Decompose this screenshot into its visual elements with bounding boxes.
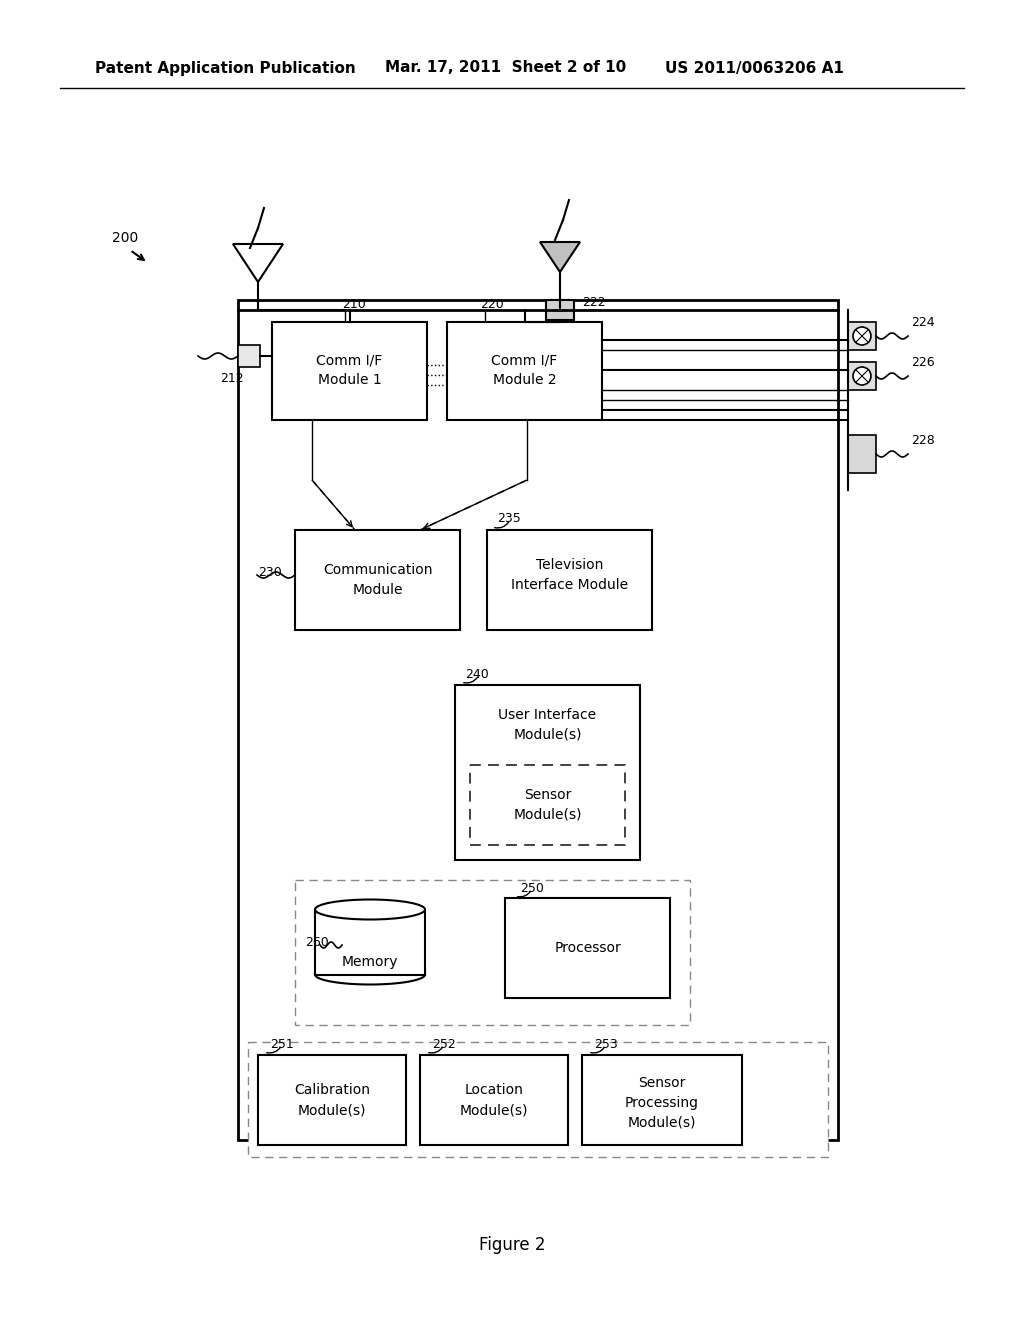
Circle shape [853,367,871,385]
Text: Calibration: Calibration [294,1082,370,1097]
Bar [505,898,670,998]
Text: 212: 212 [220,371,244,384]
Text: Module(s): Module(s) [513,729,582,742]
Text: 224: 224 [911,315,935,329]
Text: Interface Module: Interface Module [511,578,628,591]
Text: 253: 253 [594,1038,617,1051]
Text: Location: Location [465,1082,523,1097]
Text: 235: 235 [497,512,521,525]
Bar [848,436,876,473]
Text: 210: 210 [342,298,366,312]
Circle shape [853,327,871,345]
Text: Sensor: Sensor [524,788,571,803]
Ellipse shape [315,899,425,920]
Text: Processor: Processor [554,941,621,954]
Bar [238,345,260,367]
Text: Module(s): Module(s) [298,1104,367,1117]
Text: Figure 2: Figure 2 [479,1236,545,1254]
Text: 260: 260 [305,936,329,949]
Text: 200: 200 [112,231,138,246]
Text: 252: 252 [432,1038,456,1051]
Text: Module 1: Module 1 [317,374,381,387]
Bar [258,1055,406,1144]
Bar [248,1041,828,1158]
Text: Mar. 17, 2011  Sheet 2 of 10: Mar. 17, 2011 Sheet 2 of 10 [385,61,627,75]
Text: 226: 226 [911,355,935,368]
Bar [295,531,460,630]
Bar [447,322,602,420]
Text: 220: 220 [480,298,504,312]
Text: Comm I/F: Comm I/F [316,352,383,367]
Bar [470,766,625,845]
Text: 240: 240 [465,668,488,681]
Bar [295,880,690,1026]
Text: 228: 228 [911,433,935,446]
Text: Module: Module [352,583,402,597]
Text: Module(s): Module(s) [460,1104,528,1117]
Text: US 2011/0063206 A1: US 2011/0063206 A1 [665,61,844,75]
Text: Sensor: Sensor [638,1076,686,1090]
Text: Memory: Memory [342,954,398,969]
Text: User Interface: User Interface [499,708,597,722]
Bar [546,300,574,319]
Text: 222: 222 [582,297,605,309]
Text: Processing: Processing [625,1096,699,1110]
Bar [455,685,640,861]
Bar [848,322,876,350]
Text: 250: 250 [520,882,544,895]
Text: 230: 230 [258,565,282,578]
Bar [582,1055,742,1144]
Text: Patent Application Publication: Patent Application Publication [95,61,355,75]
Text: Communication: Communication [323,564,432,577]
Text: Television: Television [536,558,603,572]
Text: 251: 251 [270,1038,294,1051]
Polygon shape [540,242,580,272]
Text: Module(s): Module(s) [513,808,582,822]
Bar [315,909,425,974]
Bar [487,531,652,630]
Bar [420,1055,568,1144]
Bar [848,362,876,389]
Text: Module(s): Module(s) [628,1115,696,1130]
Bar [238,300,838,1140]
Text: Module 2: Module 2 [493,374,556,387]
Bar [272,322,427,420]
Text: Comm I/F: Comm I/F [492,352,558,367]
